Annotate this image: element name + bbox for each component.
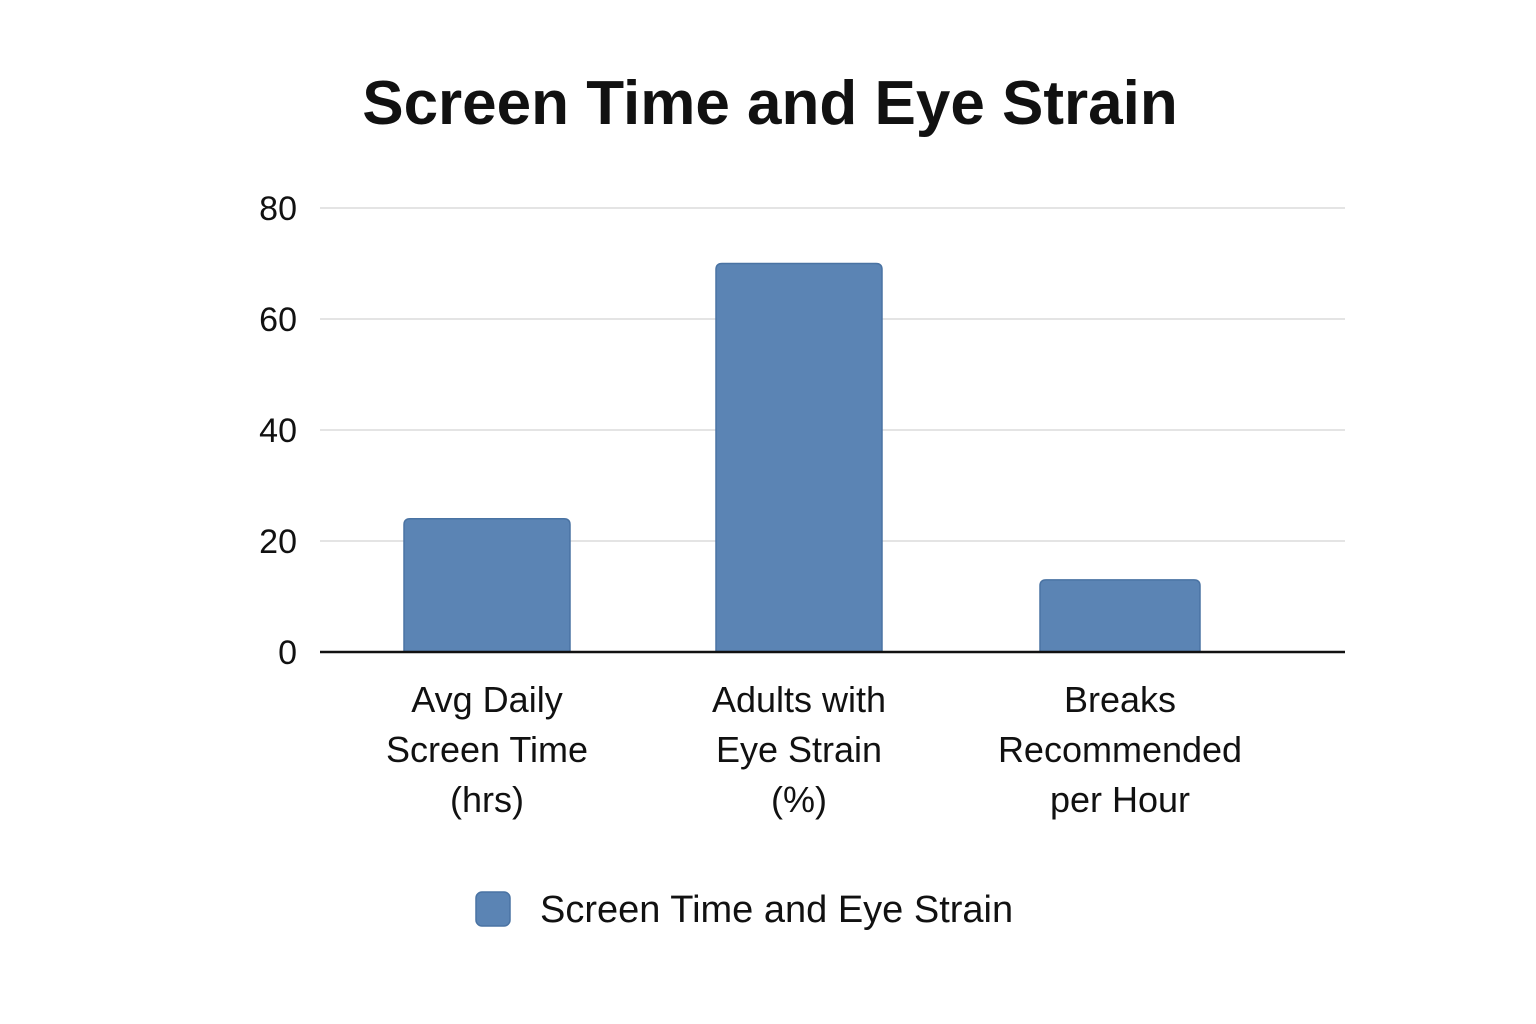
chart-title: Screen Time and Eye Strain [362,69,1178,138]
x-category-label: Adults with Eye Strain (%) [712,679,886,820]
x-category-label-line: Eye Strain [716,729,882,770]
bar [1039,579,1201,653]
x-category-label-line: Adults with [712,679,886,720]
x-category-label-line: Screen Time [386,729,588,770]
y-tick-label: 0 [278,634,297,672]
x-category-label: Avg Daily Screen Time (hrs) [386,679,588,820]
bar [715,262,883,653]
x-category-label-line: Recommended [998,729,1242,770]
y-tick-label: 80 [259,190,297,228]
y-axis-ticks: 0 20 40 60 80 [259,190,297,672]
legend-label: Screen Time and Eye Strain [540,889,1013,931]
bars [403,262,1201,653]
y-tick-label: 60 [259,301,297,339]
legend: Screen Time and Eye Strain [475,889,1013,931]
x-category-label-line: per Hour [1050,779,1190,820]
x-category-label-line: Breaks [1064,679,1176,720]
x-axis-category-labels: Avg Daily Screen Time (hrs) Adults with Eye … [386,679,1242,820]
x-category-label-line: (%) [771,779,827,820]
x-category-label-line: Avg Daily [411,679,562,720]
x-category-label: Breaks Recommended per Hour [998,679,1242,820]
y-tick-label: 40 [259,412,297,450]
y-tick-label: 20 [259,523,297,561]
legend-swatch [475,891,511,927]
bar [403,518,571,653]
x-category-label-line: (hrs) [450,779,524,820]
